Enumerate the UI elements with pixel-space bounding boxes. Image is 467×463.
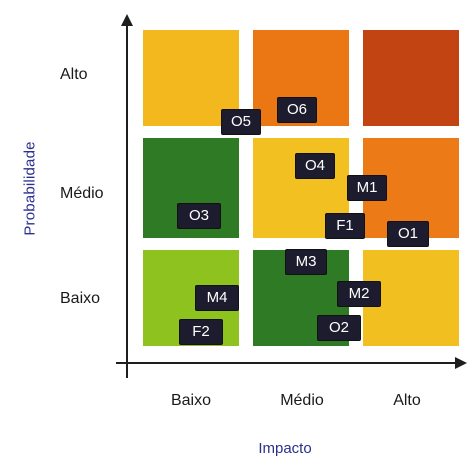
y-axis-line bbox=[126, 26, 128, 378]
risk-tag-o5: O5 bbox=[222, 110, 260, 134]
col-label-medio: Médio bbox=[280, 392, 324, 409]
x-axis-line bbox=[116, 362, 462, 364]
x-axis-title: Impacto bbox=[258, 440, 312, 457]
risk-tag-f2: F2 bbox=[180, 320, 222, 344]
risk-tag-o3: O3 bbox=[178, 204, 220, 228]
risk-tag-o4: O4 bbox=[296, 154, 334, 178]
risk-tag-m3: M3 bbox=[286, 250, 326, 274]
risk-tag-m2: M2 bbox=[338, 282, 380, 306]
row-label-alto: Alto bbox=[60, 66, 88, 83]
cell-alto-alto bbox=[363, 30, 459, 126]
row-label-baixo: Baixo bbox=[60, 290, 101, 307]
risk-tag-f1: F1 bbox=[326, 214, 364, 238]
risk-tag-m1: M1 bbox=[348, 176, 386, 200]
row-label-medio: Médio bbox=[60, 185, 104, 202]
col-label-baixo: Baixo bbox=[170, 392, 212, 409]
y-axis-arrow-icon bbox=[121, 14, 133, 26]
x-axis-arrow-icon bbox=[455, 357, 467, 369]
col-label-alto: Alto bbox=[393, 392, 421, 409]
risk-tag-o6: O6 bbox=[278, 98, 316, 122]
y-axis-title: Probabilidade bbox=[21, 141, 39, 236]
risk-tag-o1: O1 bbox=[388, 222, 428, 246]
risk-tag-o2: O2 bbox=[318, 316, 360, 340]
risk-tag-m4: M4 bbox=[196, 286, 238, 310]
